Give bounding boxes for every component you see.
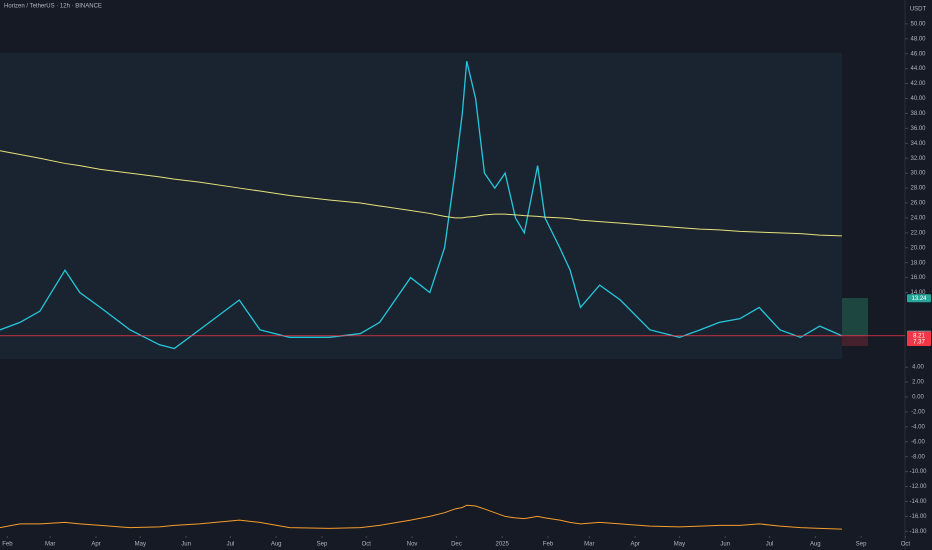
series-line <box>0 150 842 237</box>
price-tag <box>907 294 931 303</box>
price-tag-label: 8.21 <box>913 333 925 339</box>
long-position-profit <box>842 298 868 336</box>
x-tick-label: Jun <box>720 542 730 548</box>
x-tick-label: Feb <box>543 542 554 548</box>
y-tick-label: 28.00 <box>910 186 926 192</box>
y-tick-label: 0.00 <box>912 395 924 401</box>
x-tick-label: Mar <box>45 542 55 548</box>
x-tick-label: 2025 <box>496 542 510 548</box>
x-tick-label: Dec <box>451 542 462 548</box>
y-tick-label: 18.00 <box>910 260 926 266</box>
long-position-loss <box>842 336 868 346</box>
y-tick-label: 46.00 <box>910 51 926 57</box>
x-tick-label: Aug <box>810 542 821 548</box>
y-tick-label: -8.00 <box>911 454 925 460</box>
x-tick-label: Jul <box>227 542 235 548</box>
series-line <box>0 61 843 350</box>
y-tick-label: -2.00 <box>911 410 925 416</box>
y-tick-label: 26.00 <box>910 201 926 207</box>
y-tick-label: -6.00 <box>911 439 925 445</box>
x-tick-label: Feb <box>2 542 13 548</box>
y-tick-label: 24.00 <box>910 215 926 221</box>
y-tick-label: 44.00 <box>910 66 926 72</box>
x-tick-label: Jun <box>181 542 191 548</box>
x-tick-label: May <box>674 542 685 548</box>
y-tick-label: 40.00 <box>910 96 926 102</box>
y-tick-label: -12.00 <box>909 484 927 490</box>
price-tag-label: 13.24 <box>911 296 927 302</box>
y-tick-label: 14.00 <box>910 290 926 296</box>
x-tick-label: Apr <box>630 542 639 548</box>
y-tick-label: 48.00 <box>910 36 926 42</box>
y-tick-label: 30.00 <box>910 171 926 177</box>
x-tick-label: Sep <box>317 542 328 548</box>
x-tick-label: Jul <box>766 542 774 548</box>
y-tick-label: 42.00 <box>910 81 926 87</box>
currency-label: USDT <box>910 7 927 13</box>
x-tick-label: Aug <box>271 542 282 548</box>
y-tick-label: 34.00 <box>910 141 926 147</box>
price-tag <box>907 331 931 340</box>
symbol-title: Horizen / TetherUS · 12h · BINANCE <box>4 4 102 10</box>
x-tick-label: May <box>135 542 146 548</box>
y-tick-label: 32.00 <box>910 156 926 162</box>
y-tick-label: 16.00 <box>910 275 926 281</box>
y-tick-label: 4.00 <box>912 365 924 371</box>
y-tick-label: 38.00 <box>910 111 926 117</box>
x-tick-label: Nov <box>407 542 418 548</box>
y-tick-label: 22.00 <box>910 230 926 236</box>
y-tick-label: 36.00 <box>910 126 926 132</box>
x-tick-label: Oct <box>901 542 911 548</box>
y-tick-label: -14.00 <box>909 499 927 505</box>
x-tick-label: Apr <box>91 542 100 548</box>
y-tick-label: -18.00 <box>909 529 927 535</box>
x-tick-label: Sep <box>856 542 867 548</box>
y-tick-label: -10.00 <box>909 469 927 475</box>
y-tick-label: -4.00 <box>911 424 925 430</box>
price-tag <box>907 338 931 347</box>
y-tick-label: 20.00 <box>910 245 926 251</box>
x-tick-label: Mar <box>584 542 594 548</box>
range-box <box>0 53 842 359</box>
x-tick-label: Oct <box>362 542 372 548</box>
y-tick-label: 2.00 <box>912 380 924 386</box>
series-line <box>0 504 842 530</box>
y-tick-label: 50.00 <box>910 21 926 27</box>
price-tag-label: 7.37 <box>913 340 925 346</box>
y-tick-label: -16.00 <box>909 514 927 520</box>
